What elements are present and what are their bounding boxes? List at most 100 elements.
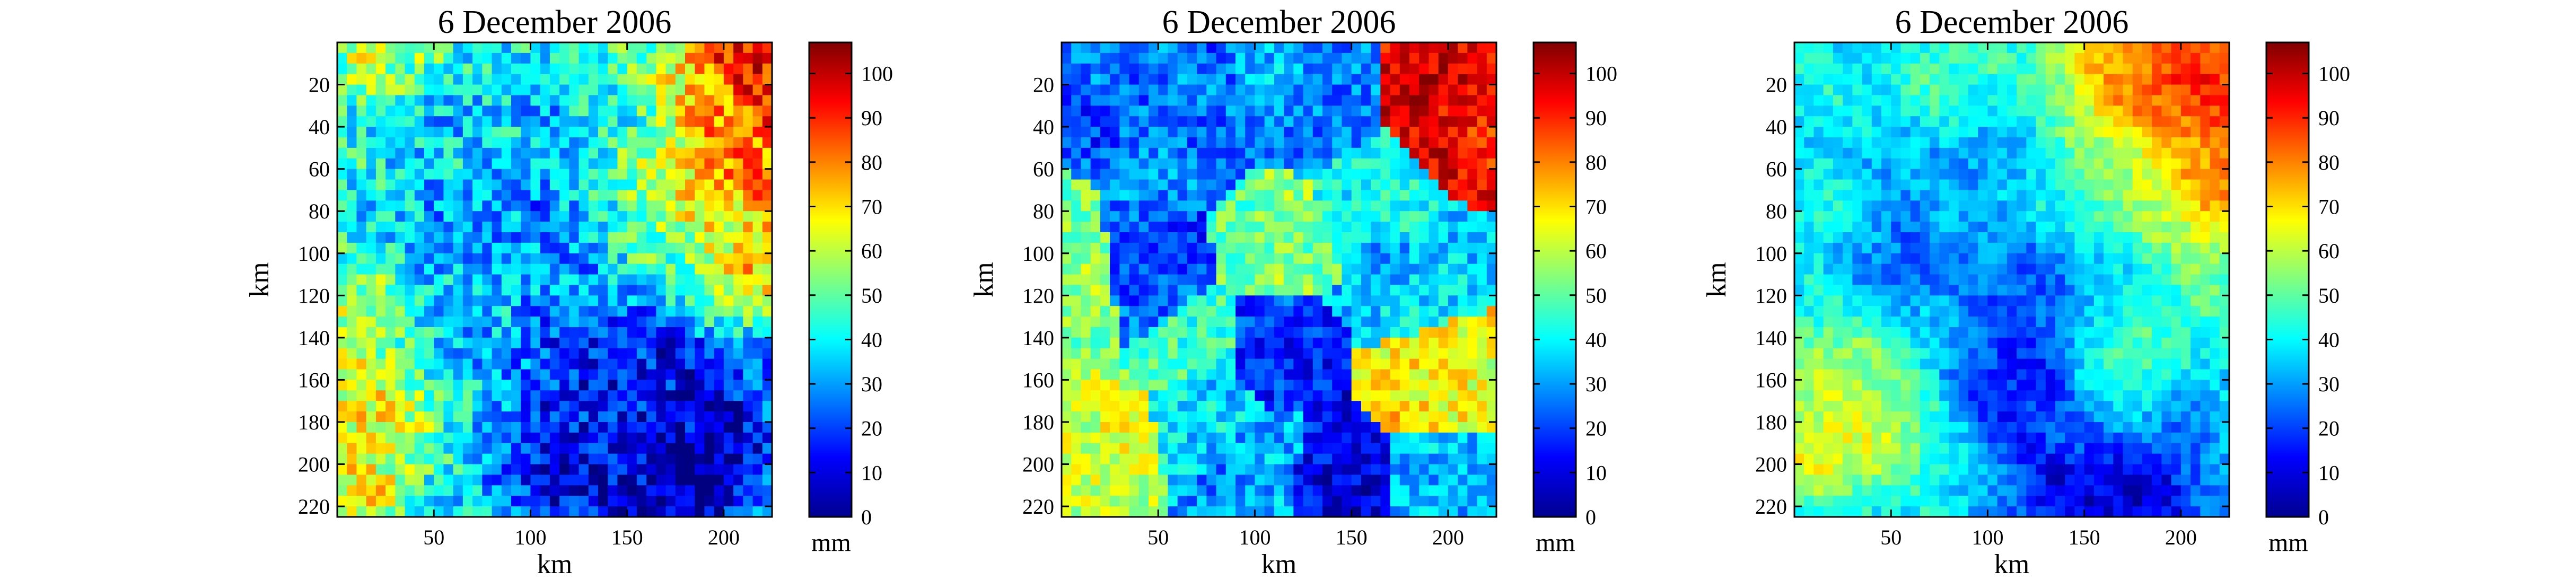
heatmap-cell <box>1910 84 1921 96</box>
heatmap-cell <box>1062 42 1072 54</box>
heatmap-cell <box>1236 274 1246 286</box>
heatmap-cell <box>1419 232 1430 243</box>
heatmap-cell <box>1322 263 1333 275</box>
heatmap-cell <box>1380 443 1391 454</box>
heatmap-cell <box>540 443 550 454</box>
heatmap-cell <box>2200 95 2211 106</box>
heatmap-cell <box>1062 179 1072 191</box>
heatmap-cell <box>492 222 502 233</box>
heatmap-cell <box>385 169 396 180</box>
heatmap-cell <box>375 496 386 507</box>
heatmap-cell <box>1438 432 1449 444</box>
heatmap-cell <box>1871 179 1882 191</box>
heatmap-cell <box>1862 74 1872 85</box>
heatmap-cell <box>2132 116 2143 127</box>
heatmap-cell <box>723 443 734 454</box>
heatmap-cell <box>1380 411 1391 423</box>
heatmap-cell <box>1342 506 1352 517</box>
heatmap-cell <box>2065 190 2075 201</box>
heatmap-cell <box>1206 179 1217 191</box>
heatmap-cell <box>521 306 531 317</box>
heatmap-cell <box>424 242 434 254</box>
heatmap-cell <box>1293 169 1304 180</box>
heatmap-cell <box>1255 169 1265 180</box>
heatmap-cell <box>627 63 637 75</box>
heatmap-cell <box>579 200 589 212</box>
heatmap-cell <box>1149 253 1159 265</box>
heatmap-cell <box>762 422 773 433</box>
heatmap-cell <box>695 401 705 412</box>
heatmap-cell <box>1342 52 1352 64</box>
heatmap-cell <box>1225 158 1236 170</box>
heatmap-cell <box>588 348 599 359</box>
heatmap-cells <box>1794 42 2230 517</box>
heatmap-cell <box>723 506 734 517</box>
heatmap-cell <box>1380 306 1391 317</box>
heatmap-cell <box>1361 42 1371 54</box>
heatmap-cell <box>608 496 618 507</box>
heatmap-cell <box>675 306 686 317</box>
heatmap-cell <box>1255 295 1265 306</box>
heatmap-cell <box>617 137 628 148</box>
heatmap-cell <box>2152 137 2162 148</box>
heatmap-cell <box>1216 222 1226 233</box>
heatmap-cell <box>511 453 521 465</box>
heatmap-cell <box>1138 358 1149 370</box>
heatmap-cell <box>1255 52 1265 64</box>
heatmap-cell <box>1158 464 1169 476</box>
heatmap-cell <box>2104 158 2114 170</box>
heatmap-cell <box>549 95 560 106</box>
heatmap-cell <box>569 496 580 507</box>
heatmap-cell <box>501 211 512 222</box>
heatmap-cell <box>1833 116 1843 127</box>
heatmap-cell <box>1477 232 1487 243</box>
heatmap-cell <box>549 63 560 75</box>
heatmap-cell <box>579 169 589 180</box>
heatmap-cell <box>424 74 434 85</box>
heatmap-cell <box>1081 179 1091 191</box>
heatmap-cell <box>1138 274 1149 286</box>
heatmap-cell <box>1071 190 1082 201</box>
heatmap-cell <box>375 222 386 233</box>
heatmap-cell <box>1448 358 1458 370</box>
heatmap-cell <box>1090 295 1101 306</box>
heatmap-cell <box>1409 496 1420 507</box>
heatmap-cell <box>617 432 628 444</box>
heatmap-cell <box>1477 263 1487 275</box>
heatmap-cell <box>385 453 396 465</box>
heatmap-cell <box>569 137 580 148</box>
heatmap-cell <box>385 506 396 517</box>
heatmap-cell <box>1823 211 1834 222</box>
heatmap-cell <box>1477 348 1487 359</box>
heatmap-cell <box>1255 222 1265 233</box>
heatmap-cell <box>1871 116 1882 127</box>
heatmap-cell <box>1303 443 1313 454</box>
heatmap-cell <box>1881 147 1891 159</box>
heatmap-cell <box>2123 190 2133 201</box>
heatmap-cell <box>2200 190 2211 201</box>
heatmap-cell <box>337 63 347 75</box>
heatmap-cell <box>492 401 502 412</box>
heatmap-cell <box>1168 232 1178 243</box>
heatmap-cell <box>695 464 705 476</box>
heatmap-cell <box>1399 432 1410 444</box>
heatmap-cell <box>665 274 676 286</box>
heatmap-cell <box>1071 211 1082 222</box>
heatmap-cell <box>1332 317 1343 328</box>
heatmap-cell <box>530 52 541 64</box>
heatmap-cell <box>1149 485 1159 496</box>
heatmap-cell <box>549 200 560 212</box>
heatmap-cell <box>1197 337 1207 349</box>
heatmap-cell <box>762 337 773 349</box>
heatmap-cell <box>656 369 667 381</box>
heatmap-cell <box>549 474 560 486</box>
heatmap-cell <box>1138 474 1149 486</box>
heatmap-cell <box>1813 147 1824 159</box>
heatmap-cell <box>1138 485 1149 496</box>
heatmap-cell <box>1197 63 1207 75</box>
heatmap-cell <box>2113 63 2124 75</box>
heatmap-cell <box>1303 274 1313 286</box>
heatmap-cell <box>1467 358 1478 370</box>
heatmap-cell <box>733 158 743 170</box>
heatmap-cell <box>1255 242 1265 254</box>
